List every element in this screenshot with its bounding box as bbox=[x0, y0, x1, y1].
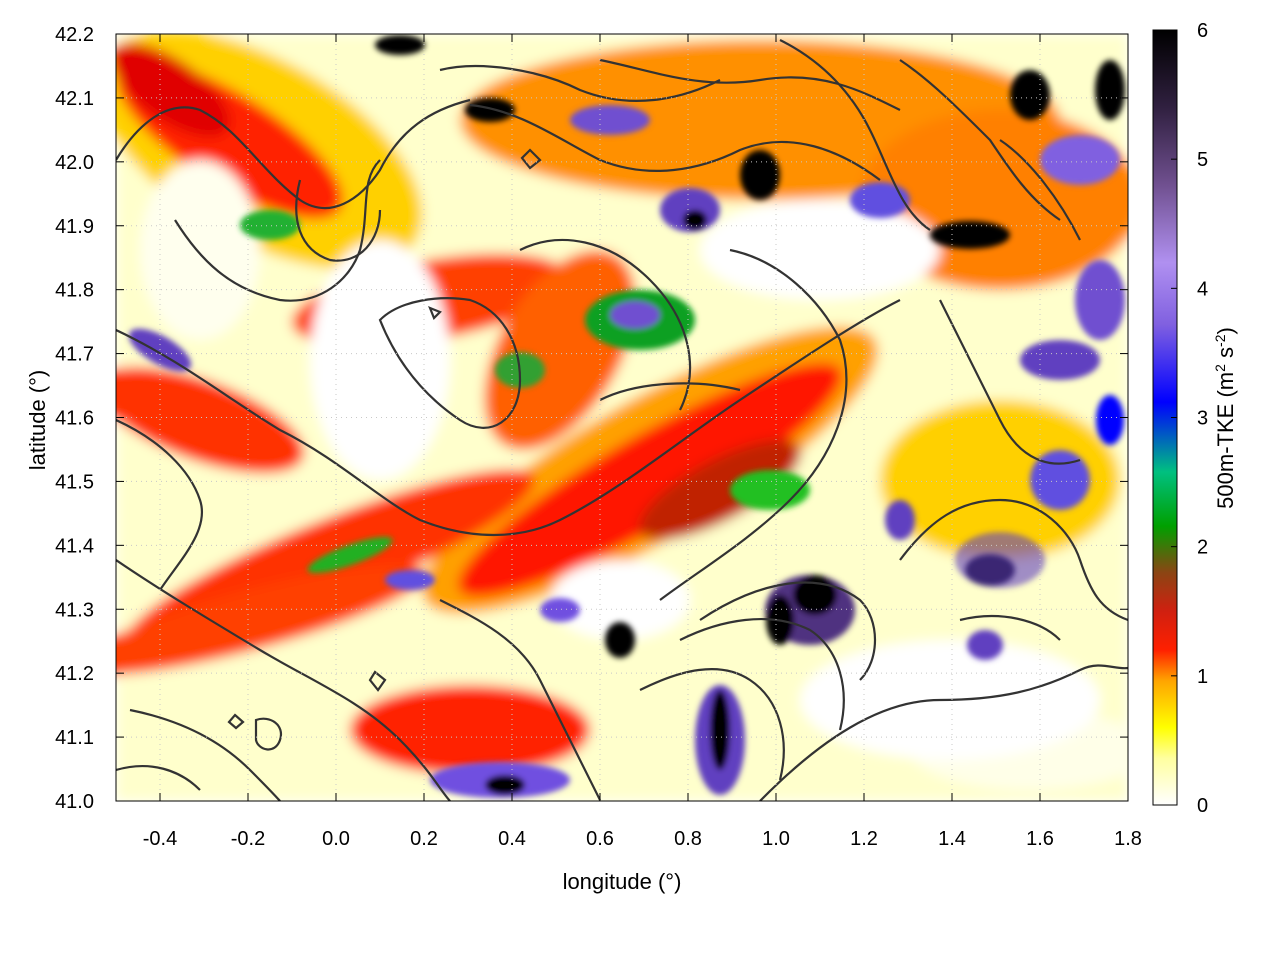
colorbar-tick-label: 3 bbox=[1197, 408, 1208, 430]
colorbar-tick-label: 0 bbox=[1197, 795, 1208, 817]
y-tick-label: 42.0 bbox=[55, 152, 94, 174]
y-tick-label: 41.1 bbox=[55, 727, 94, 749]
x-tick-label: 0.2 bbox=[410, 828, 438, 850]
y-tick-label: 41.0 bbox=[55, 791, 94, 813]
y-tick-label: 41.2 bbox=[55, 663, 94, 685]
y-tick-label: 41.3 bbox=[55, 599, 94, 621]
x-tick-label: 0.0 bbox=[322, 828, 350, 850]
contour-lines bbox=[116, 39, 1128, 801]
x-tick-label: 1.6 bbox=[1026, 828, 1054, 850]
colorbar: 0 1 2 3 4 5 6 500m-TKE (m2 s-2) bbox=[1152, 20, 1238, 817]
colorbar-tick-label: 6 bbox=[1197, 20, 1208, 42]
tke-field bbox=[116, 34, 1128, 801]
x-tick-label: 1.4 bbox=[938, 828, 966, 850]
x-tick-label: 0.8 bbox=[674, 828, 702, 850]
x-tick-label: 1.2 bbox=[850, 828, 878, 850]
y-tick-label: 41.6 bbox=[55, 408, 94, 430]
x-tick-label: 0.6 bbox=[586, 828, 614, 850]
x-tick-label: 1.0 bbox=[762, 828, 790, 850]
y-tick-label: 41.5 bbox=[55, 471, 94, 493]
x-axis-title: longitude (°) bbox=[563, 869, 682, 894]
x-tick-label: 0.4 bbox=[498, 828, 526, 850]
colorbar-tick-label: 5 bbox=[1197, 149, 1208, 171]
y-axis-title: latitude (°) bbox=[25, 370, 50, 471]
colorbar-ticks: 0 1 2 3 4 5 6 bbox=[1171, 20, 1208, 817]
y-tick-label: 41.4 bbox=[55, 535, 94, 557]
colorbar-title: 500m-TKE (m2 s-2) bbox=[1212, 327, 1238, 509]
x-axis: -0.4 -0.2 0.0 0.2 0.4 0.6 0.8 1.0 1.2 1.4 1.6 1.8 bbox=[143, 34, 1142, 850]
y-tick-label: 42.1 bbox=[55, 88, 94, 110]
x-tick-label: -0.4 bbox=[143, 828, 177, 850]
y-tick-label: 41.9 bbox=[55, 216, 94, 238]
y-tick-label: 41.7 bbox=[55, 344, 94, 366]
colorbar-tick-label: 2 bbox=[1197, 537, 1208, 559]
x-tick-label: 1.8 bbox=[1114, 828, 1142, 850]
y-tick-label: 41.8 bbox=[55, 280, 94, 302]
x-tick-label: -0.2 bbox=[231, 828, 265, 850]
y-axis: 41.0 41.1 41.2 41.3 41.4 41.5 41.6 41.7 41.8 41.9… bbox=[55, 24, 1128, 813]
y-tick-label: 42.2 bbox=[55, 24, 94, 46]
colorbar-tick-label: 4 bbox=[1197, 278, 1208, 300]
colorbar-tick-label: 1 bbox=[1197, 666, 1208, 688]
